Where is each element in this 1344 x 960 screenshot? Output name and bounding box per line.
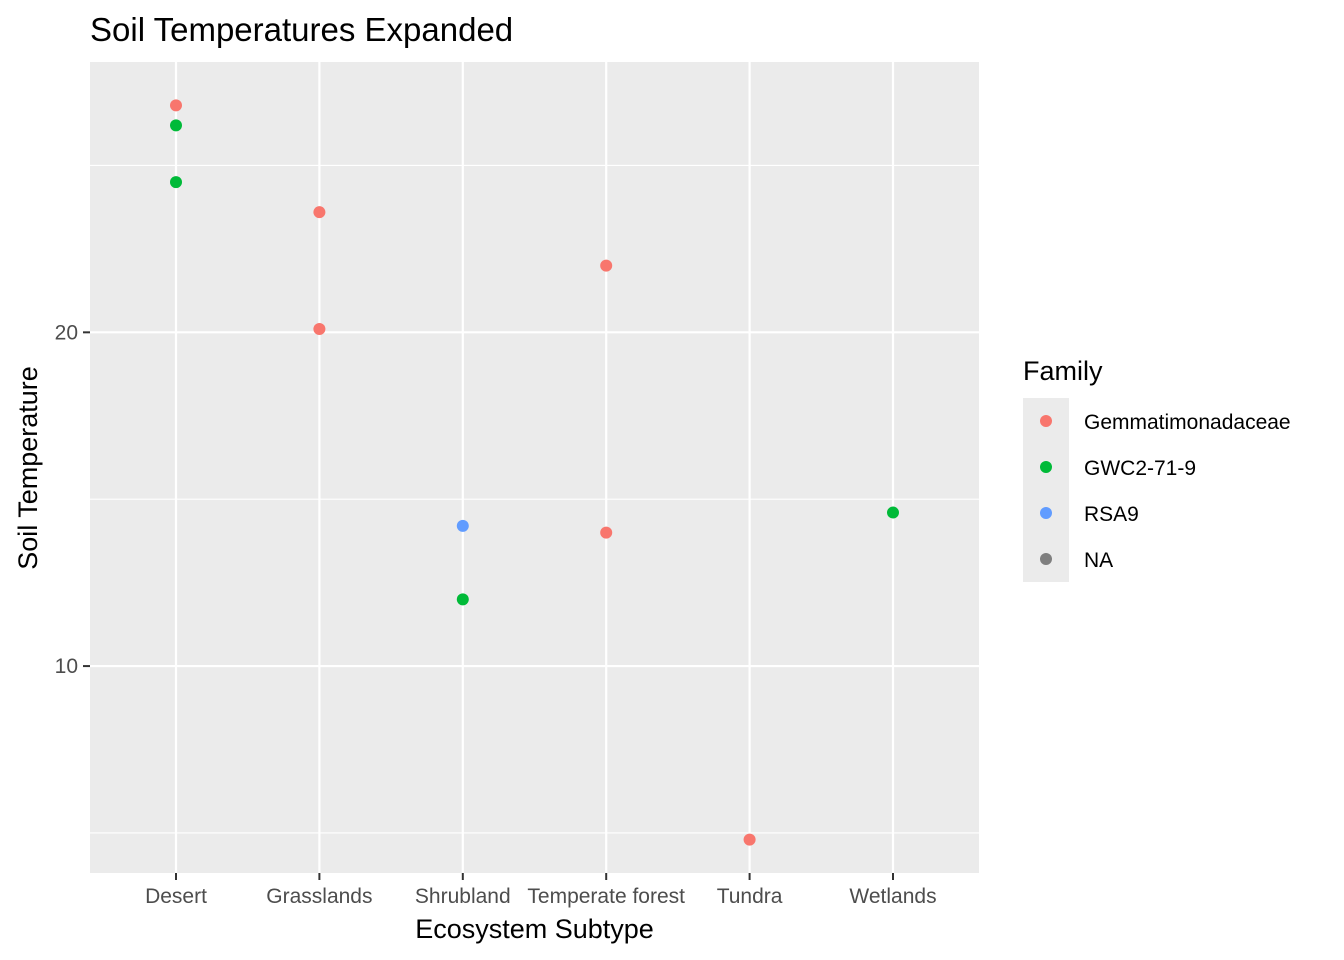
legend-title: Family — [1023, 356, 1103, 386]
legend-label: RSA9 — [1084, 503, 1139, 526]
data-point — [743, 833, 756, 846]
data-points — [170, 99, 899, 846]
legend-marker — [1040, 415, 1052, 427]
legend-marker — [1040, 461, 1052, 473]
x-tick-label: Grasslands — [266, 885, 372, 908]
legend: Family Gemmatimonadaceae GWC2-71-9 RSA9 NA — [1023, 356, 1291, 582]
legend-marker — [1040, 507, 1052, 519]
legend-label: Gemmatimonadaceae — [1084, 411, 1291, 434]
legend-key-background — [1023, 398, 1069, 582]
data-point — [170, 99, 182, 112]
x-tick-label: Temperate forest — [527, 885, 685, 908]
x-axis: Desert Grasslands Shrubland Temperate fores… — [145, 873, 937, 908]
y-axis: 10 20 — [55, 321, 90, 678]
data-point — [456, 519, 469, 532]
data-point — [313, 322, 326, 335]
legend-label: GWC2-71-9 — [1084, 457, 1196, 480]
legend-label: NA — [1084, 549, 1113, 572]
minor-gridlines — [90, 164, 979, 834]
plot-panel — [90, 62, 979, 873]
data-point — [887, 506, 899, 519]
data-point — [170, 176, 182, 189]
data-point — [600, 526, 613, 539]
major-gridlines — [90, 62, 979, 873]
y-axis-title: Soil Temperature — [13, 366, 43, 570]
legend-marker — [1040, 553, 1052, 565]
x-axis-title: Ecosystem Subtype — [415, 914, 654, 944]
x-tick-label: Desert — [145, 885, 207, 908]
data-point — [600, 259, 613, 272]
x-tick-label: Shrubland — [415, 885, 511, 908]
data-point — [170, 119, 182, 132]
y-tick-label: 20 — [55, 321, 78, 344]
data-point — [313, 206, 326, 219]
data-point — [456, 593, 469, 606]
x-tick-label: Tundra — [717, 885, 783, 908]
x-tick-label: Wetlands — [849, 885, 936, 908]
y-tick-label: 10 — [55, 655, 78, 678]
chart-title: Soil Temperatures Expanded — [90, 11, 513, 48]
legend-items: Gemmatimonadaceae GWC2-71-9 RSA9 NA — [1040, 411, 1291, 572]
